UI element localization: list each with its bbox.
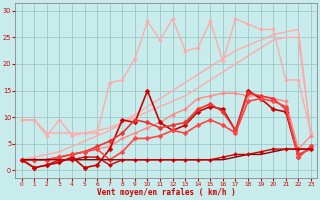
X-axis label: Vent moyen/en rafales ( km/h ): Vent moyen/en rafales ( km/h ): [97, 188, 236, 197]
